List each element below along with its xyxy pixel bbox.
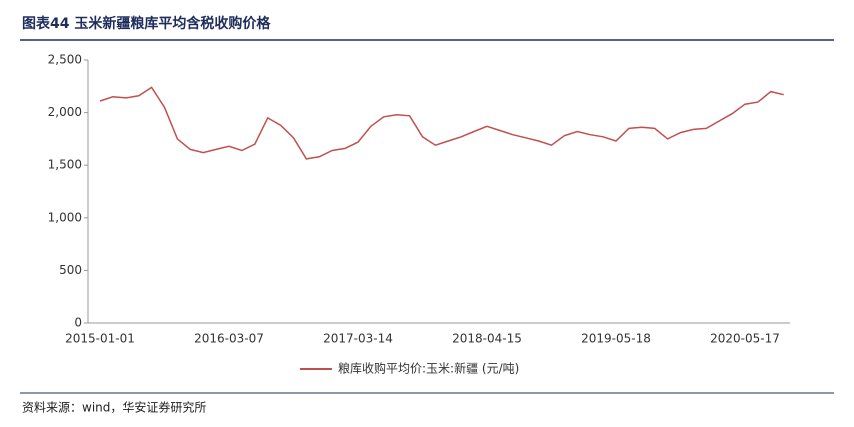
y-tick-label: 1,500 [48, 158, 82, 172]
x-tick-label: 2015-01-01 [65, 332, 135, 346]
y-tick-label: 0 [74, 316, 82, 330]
chart-title: 图表44 玉米新疆粮库平均含税收购价格 [22, 15, 271, 32]
x-tick-label: 2019-05-18 [581, 332, 651, 346]
source: 资料来源：wind，华安证券研究所 [22, 400, 206, 415]
x-tick-label: 2020-05-17 [710, 332, 780, 346]
legend-label: 粮库收购平均价:玉米:新疆 (元/吨) [338, 361, 519, 376]
x-tick-label: 2018-04-15 [452, 332, 522, 346]
x-tick-label: 2017-03-14 [323, 332, 393, 346]
y-tick-label: 500 [59, 263, 82, 277]
line [99, 86, 784, 160]
y-tick-label: 2,500 [48, 53, 82, 67]
x-tick-label: 2016-03-07 [194, 332, 264, 346]
y-tick-label: 2,000 [48, 105, 82, 119]
y-tick-label: 1,000 [48, 210, 82, 224]
